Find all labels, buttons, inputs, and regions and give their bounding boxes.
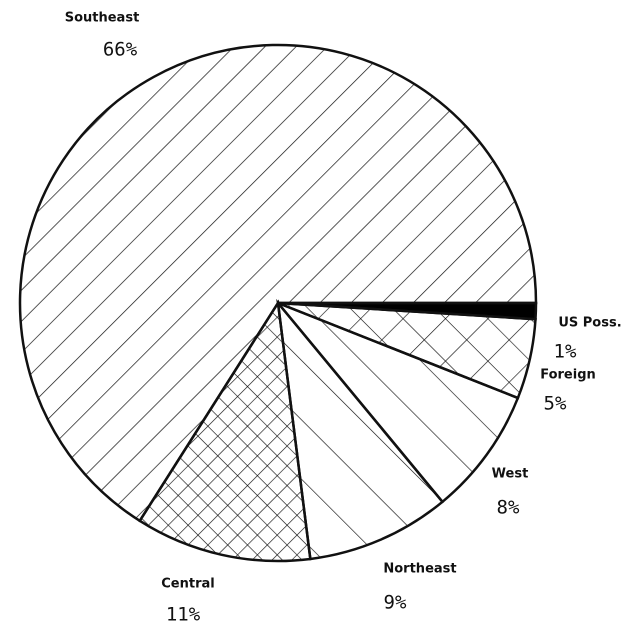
pie-slice — [276, 298, 445, 561]
pie-slice — [138, 299, 312, 563]
slice-value-label: 9% — [384, 592, 407, 614]
slice-label: Foreign — [540, 368, 596, 383]
pie-slice — [277, 301, 520, 504]
slice-value-label: 1% — [554, 341, 577, 363]
slice-label: Southeast — [65, 11, 140, 26]
slice-value-label: 8% — [497, 497, 520, 519]
slice-label: West — [492, 467, 529, 482]
slice-value-label: 5% — [544, 393, 567, 415]
slice-label: US Poss. — [558, 316, 621, 331]
slice-value-label: 66% — [103, 39, 138, 61]
slice-label: Northeast — [383, 562, 456, 577]
slice-label: Central — [161, 577, 214, 592]
slice-value-label: 11% — [166, 604, 201, 626]
pie-slice — [18, 43, 538, 523]
